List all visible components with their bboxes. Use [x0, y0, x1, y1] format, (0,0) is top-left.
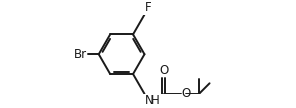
Text: O: O [159, 64, 168, 77]
Text: F: F [145, 1, 152, 14]
Text: H: H [151, 94, 160, 107]
Text: O: O [182, 87, 191, 100]
Text: N: N [145, 94, 154, 107]
Text: Br: Br [74, 48, 87, 61]
